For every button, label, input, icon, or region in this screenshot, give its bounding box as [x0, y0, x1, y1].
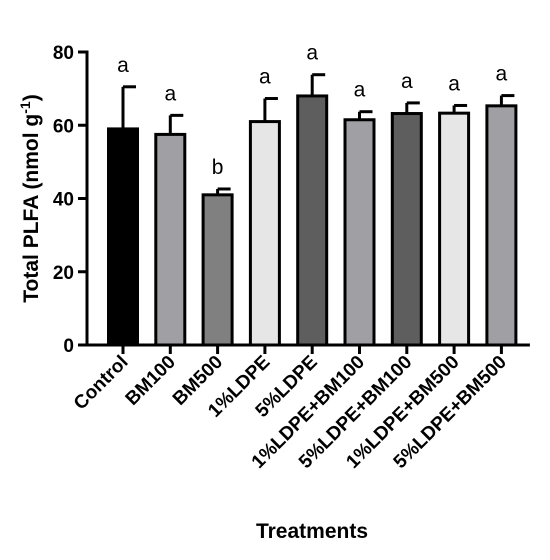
error-bar [358, 110, 373, 120]
significance-letter: a [259, 66, 271, 89]
error-bar [168, 113, 184, 135]
significance-letter: a [354, 79, 366, 102]
error-bar [263, 97, 278, 122]
bar-5-ldpe-bm500 [485, 104, 518, 347]
x-ticks-layer [121, 345, 503, 354]
significance-letter: a [117, 54, 129, 77]
error-bar [310, 73, 326, 96]
y-tick-label: 80 [53, 43, 74, 64]
y-tick-label: 0 [63, 336, 74, 357]
error-bar [452, 103, 468, 114]
significance-letter: a [306, 42, 318, 65]
significance-letter: a [164, 82, 176, 105]
bar-5-ldpe-bm100 [390, 112, 423, 347]
category-label: BM100 [122, 352, 180, 410]
error-bars-layer [121, 73, 515, 195]
bar-1-ldpe-bm100 [343, 118, 376, 347]
error-bar [121, 85, 136, 129]
x-axis-title: Treatments [256, 520, 368, 543]
bar-5-ldpe [296, 94, 329, 347]
significance-letters-layer: a a b a a a a a a [117, 42, 507, 179]
error-bar [499, 94, 515, 106]
bar-bm100 [154, 132, 187, 347]
bar-control [107, 127, 139, 347]
category-labels-layer: ControlBM100BM5001%LDPE5%LDPE1%LDPE+BM10… [70, 352, 511, 473]
significance-letter: a [496, 63, 508, 86]
y-tick-label: 40 [53, 190, 74, 211]
bar-bm500 [201, 193, 234, 347]
error-bar [216, 187, 231, 195]
y-ticks-layer: 0 20 40 60 80 [53, 43, 87, 357]
bar-1-ldpe [248, 120, 281, 347]
y-axis-title: Total PLFA (nmol g-1) [17, 94, 43, 302]
y-tick-label: 20 [53, 263, 74, 284]
category-label: Control [70, 352, 133, 415]
significance-letter: a [401, 70, 413, 93]
y-axis-title-superscript: -1 [17, 101, 33, 114]
error-bar [405, 101, 420, 114]
bar-1-ldpe-bm500 [438, 111, 471, 347]
significance-letter: a [448, 72, 460, 95]
significance-letter: b [212, 156, 224, 179]
y-tick-label: 60 [53, 116, 74, 137]
